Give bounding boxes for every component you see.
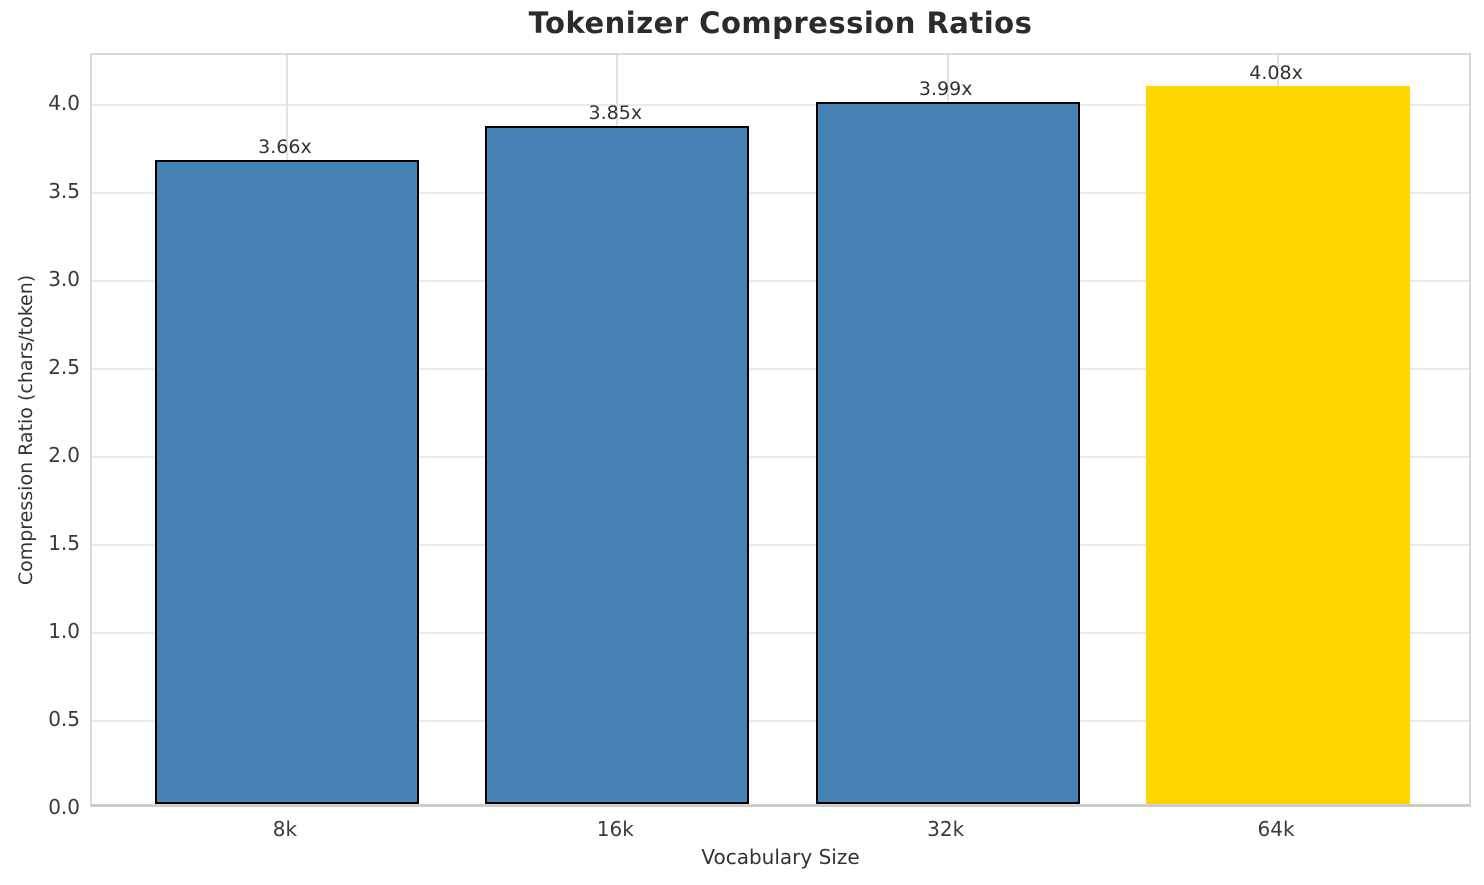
gridline-horizontal [92, 719, 1469, 722]
gridline-horizontal [92, 543, 1469, 546]
y-tick-label: 2.5 [48, 354, 80, 379]
x-tick-label-16k: 16k [596, 817, 634, 841]
y-tick-label: 0.5 [48, 706, 80, 731]
bar-8k [154, 159, 420, 804]
x-tick-label-32k: 32k [927, 817, 965, 841]
y-tick-label: 3.5 [48, 178, 80, 203]
bar-value-label: 3.66x [258, 135, 312, 158]
gridline-horizontal [92, 279, 1469, 282]
gridline-horizontal [92, 103, 1469, 106]
y-tick-label: 2.0 [48, 442, 80, 467]
bar-32k [815, 101, 1080, 804]
y-tick-label: 0.0 [48, 795, 80, 819]
y-tick-label: 1.5 [48, 530, 80, 555]
gridline-horizontal [92, 367, 1469, 370]
gridline-horizontal [92, 191, 1469, 194]
chart-title: Tokenizer Compression Ratios [528, 6, 1033, 40]
bar-value-label: 4.08x [1249, 61, 1303, 84]
x-tick-label-8k: 8k [272, 817, 298, 841]
y-tick-label: 1.0 [48, 618, 80, 643]
gridline-horizontal [92, 631, 1469, 634]
y-tick-label: 4.0 [48, 90, 80, 115]
bar-16k [485, 126, 750, 804]
y-axis-label: Compression Ratio (chars/token) [15, 274, 37, 586]
bar-value-label: 3.99x [918, 77, 973, 100]
x-axis-label: Vocabulary Size [701, 845, 860, 869]
bar-64k [1145, 85, 1411, 804]
x-tick-label-64k: 64k [1257, 817, 1295, 841]
bar-value-label: 3.85x [588, 102, 643, 125]
y-tick-label: 3.0 [48, 266, 80, 291]
gridline-horizontal [92, 455, 1469, 458]
plot-area [90, 53, 1471, 807]
